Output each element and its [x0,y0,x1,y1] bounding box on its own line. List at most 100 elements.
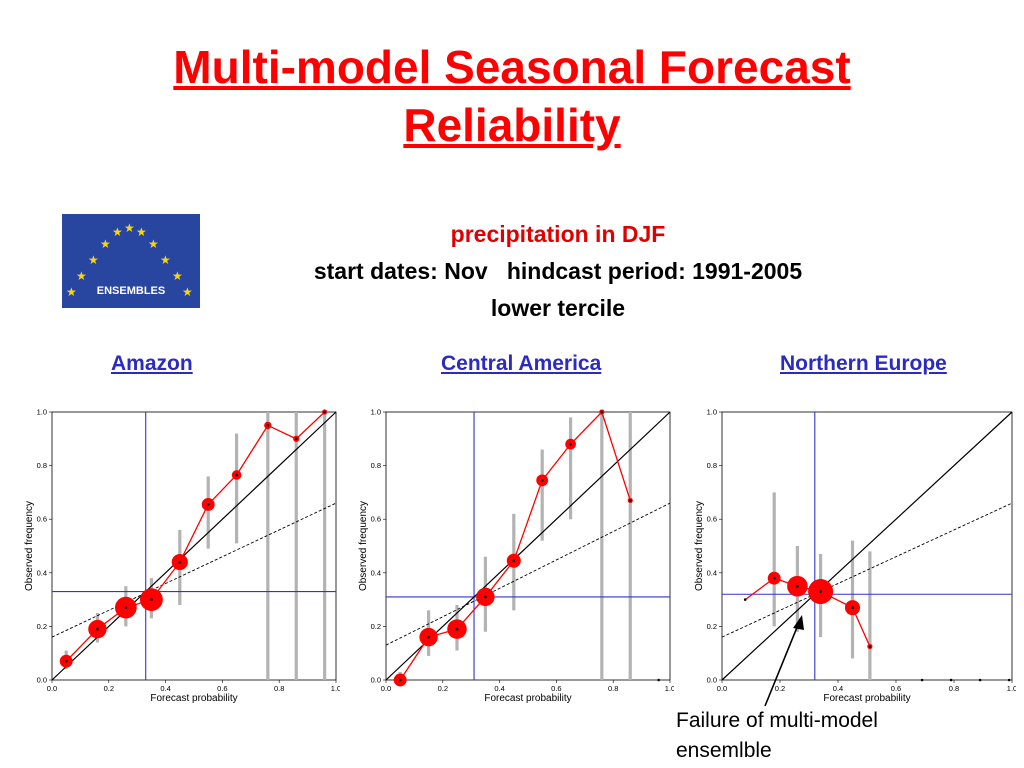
failure-note: Failure of multi-model ensemlble [676,706,996,766]
point-center [949,678,953,682]
x-axis-label: Forecast probability [484,693,571,704]
note-line-2: ensemlble [676,739,772,762]
point-center [772,576,776,580]
variable-label: precipitation in DJF [450,221,666,247]
y-axis-label: Observed frequency [694,501,705,591]
subtitle-block: precipitation in DJF start dates: Nov hi… [200,216,916,327]
svg-text:★: ★ [182,285,193,299]
svg-text:★: ★ [66,285,77,299]
point-center [868,645,872,648]
y-tick-label: 0.8 [707,461,717,470]
y-tick-label: 1.0 [707,408,717,417]
x-axis-label: Forecast probability [150,693,237,704]
x-tick-label: 0.4 [833,684,843,693]
regression-dashed-line [721,502,1013,638]
point-center [294,437,298,441]
svg-text:★: ★ [172,269,183,283]
dates-line: start dates: Nov hindcast period: 1991-2… [200,253,916,290]
y-tick-label: 0.0 [37,676,47,685]
y-tick-label: 0.6 [37,515,47,524]
x-tick-label: 0.4 [160,684,170,693]
hindcast-label: hindcast period: 1991-2005 [506,258,803,284]
point-center [569,442,572,446]
y-tick-label: 0.8 [371,461,381,470]
title-line-2: Reliability [403,99,621,151]
x-tick-label: 0.6 [551,684,561,693]
logo-text: ENSEMBLES [97,285,165,297]
point-center [235,473,238,477]
y-tick-label: 0.2 [371,622,381,631]
y-tick-label: 1.0 [37,408,47,417]
point-center [512,559,516,563]
point-center [657,678,660,682]
reliability-plot-central-america: 0.0 0.2 0.4 0.6 0.8 1.0 0.0 0.2 0.4 0.6 0.8 1.0 Fore… [358,408,674,705]
point-center [323,410,326,414]
y-tick-label: 0.0 [371,676,381,685]
y-tick-label: 1.0 [371,408,381,417]
point-center [743,598,747,601]
point-center [628,499,632,502]
point-center [484,595,487,599]
point-center [851,606,854,609]
y-tick-label: 0.2 [37,622,47,631]
x-tick-label: 0.8 [608,684,618,693]
point-center [96,627,99,631]
svg-text:★: ★ [100,237,111,251]
start-dates-label: start dates: Nov [313,258,488,284]
point-center [266,424,270,427]
tercile-label: lower tercile [490,295,626,321]
point-center [398,678,402,682]
x-tick-label: 0.0 [47,684,57,693]
x-tick-label: 0.6 [891,684,901,693]
ensembles-logo: ★ ★ ★ ★ ★ ★ ★ ★ ★ ★ ★ ENSEMBLES [62,214,200,308]
point-center [427,635,430,639]
y-tick-label: 0.8 [37,461,47,470]
x-tick-label: 0.8 [949,684,959,693]
svg-text:★: ★ [124,221,135,235]
point-center [920,678,924,682]
x-tick-label: 1.0 [1007,684,1016,693]
point-center [455,627,459,631]
title-line-1: Multi-model Seasonal Forecast [173,41,851,93]
point-center [150,598,153,601]
point-center [819,590,822,593]
x-tick-label: 0.8 [274,684,284,693]
reliability-plot-northern-europe: 0.0 0.2 0.4 0.6 0.8 1.0 0.0 0.2 0.4 0.6 0.8 1.0 Fore… [694,408,1016,705]
x-tick-label: 0.2 [104,684,114,693]
x-tick-label: 0.4 [494,684,504,693]
svg-text:★: ★ [160,253,171,267]
slide-title: Multi-model Seasonal Forecast Reliabilit… [0,38,1024,154]
x-tick-label: 0.0 [381,684,391,693]
point-center [178,560,182,564]
y-axis-label: Observed frequency [358,501,369,591]
region-link-central-america[interactable]: Central America [441,352,602,375]
region-link-northern-europe[interactable]: Northern Europe [780,352,947,375]
regression-dashed-line [51,502,337,638]
y-tick-label: 0.4 [707,568,717,577]
region-link-amazon[interactable]: Amazon [111,352,193,375]
svg-text:★: ★ [136,225,147,239]
svg-text:★: ★ [76,269,87,283]
y-tick-label: 0.2 [707,622,717,631]
svg-text:★: ★ [148,237,159,251]
x-tick-label: 1.0 [331,684,340,693]
y-axis-label: Observed frequency [24,501,35,591]
y-tick-label: 0.6 [707,515,717,524]
x-axis-label: Forecast probability [823,693,910,704]
point-center [600,410,604,414]
y-tick-label: 0.4 [37,568,47,577]
y-tick-label: 0.6 [371,515,381,524]
point-center [978,678,982,682]
ensembles-flag-icon: ★ ★ ★ ★ ★ ★ ★ ★ ★ ★ ★ ENSEMBLES [62,214,200,308]
note-line-1: Failure of multi-model [676,709,878,732]
x-tick-label: 0.2 [775,684,785,693]
reliability-curve [65,411,326,662]
x-tick-label: 0.6 [217,684,227,693]
x-tick-label: 1.0 [665,684,674,693]
reliability-plot-amazon: 0.0 0.2 0.4 0.6 0.8 1.0 0.0 0.2 0.4 0.6 0.8 1.0 Fore… [24,408,340,705]
point-center [540,479,544,482]
x-tick-label: 0.0 [717,684,727,693]
point-center [64,659,68,663]
x-tick-label: 0.2 [438,684,448,693]
y-tick-label: 0.4 [371,568,381,577]
